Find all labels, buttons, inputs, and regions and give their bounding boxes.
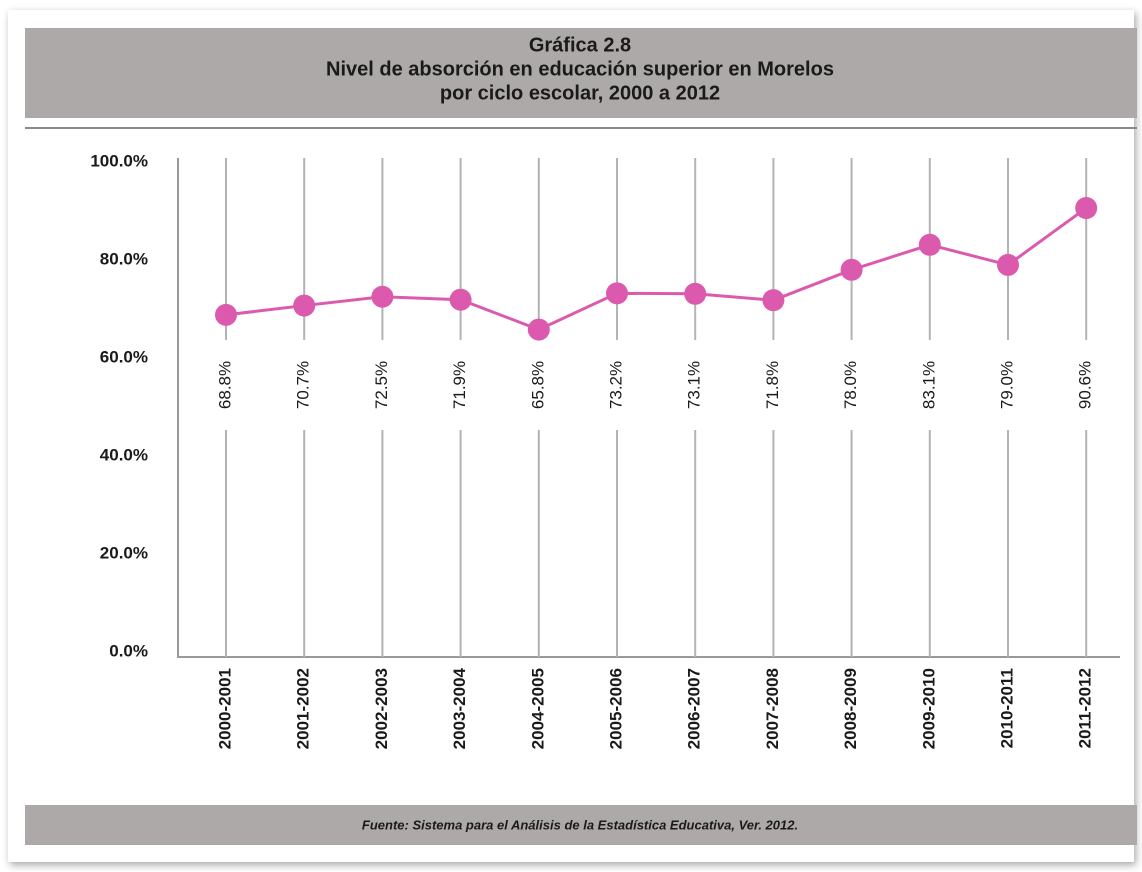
y-tick-label: 40.0% bbox=[100, 445, 148, 464]
x-tick-label: 2005-2006 bbox=[606, 668, 625, 749]
point bbox=[762, 289, 785, 312]
value-label: 72.5% bbox=[372, 361, 391, 409]
chart-title: por ciclo escolar, 2000 a 2012 bbox=[440, 82, 720, 104]
value-label-bg bbox=[605, 340, 629, 430]
value-label-bg bbox=[917, 340, 942, 430]
y-tick-label: 100.0% bbox=[90, 151, 148, 170]
x-tick-label: 2006-2007 bbox=[685, 668, 704, 749]
point bbox=[293, 294, 316, 317]
line bbox=[225, 206, 1088, 332]
x-tick-label: 2010-2011 bbox=[997, 668, 1016, 748]
source: Fuente: Sistema para el Análisis de la E… bbox=[362, 817, 798, 832]
value-label-bg bbox=[448, 340, 473, 430]
point bbox=[918, 233, 941, 256]
value-label-bg bbox=[996, 340, 1020, 430]
value-label-bg bbox=[526, 340, 551, 430]
value-label: 90.6% bbox=[1076, 361, 1095, 409]
chart-title: Nivel de absorción en educación superior… bbox=[326, 58, 834, 80]
x-tick-label: 2011-2012 bbox=[1076, 668, 1095, 748]
value-label-bg bbox=[292, 340, 317, 430]
point bbox=[997, 253, 1019, 276]
point bbox=[527, 318, 550, 341]
x-tick-label: 2009-2010 bbox=[919, 668, 938, 749]
value-label-bg bbox=[1074, 340, 1099, 430]
title-box bbox=[25, 28, 1137, 118]
value-label: 73.1% bbox=[685, 361, 704, 409]
x-tick-label: 2002-2003 bbox=[372, 668, 391, 749]
point bbox=[449, 288, 472, 311]
y-tick-label: 0.0% bbox=[109, 641, 148, 660]
point bbox=[684, 282, 707, 305]
x-tick-label: 2003-2004 bbox=[450, 667, 469, 749]
value-label: 79.0% bbox=[997, 361, 1016, 409]
point bbox=[215, 303, 237, 326]
x-tick-label: 2004-2005 bbox=[528, 668, 547, 749]
value-label-bg bbox=[214, 340, 238, 430]
value-label: 65.8% bbox=[528, 361, 547, 409]
value-label-bg bbox=[839, 340, 864, 430]
card bbox=[8, 10, 1134, 862]
value-label-bg bbox=[761, 340, 786, 430]
y-tick-label: 20.0% bbox=[100, 543, 148, 562]
x-tick-label: 2000-2001 bbox=[215, 668, 234, 749]
chart-title: Gráfica 2.8 bbox=[529, 34, 631, 56]
value-label-bg bbox=[370, 340, 395, 430]
point bbox=[371, 285, 394, 308]
x-tick-label: 2008-2009 bbox=[841, 668, 860, 749]
value-label: 71.9% bbox=[450, 361, 469, 409]
value-label: 73.2% bbox=[606, 361, 625, 409]
point bbox=[840, 258, 863, 281]
value-label: 83.1% bbox=[919, 361, 938, 409]
value-label: 70.7% bbox=[294, 361, 313, 409]
value-label-bg bbox=[683, 340, 708, 430]
y-tick-label: 60.0% bbox=[100, 347, 148, 366]
source-box bbox=[25, 805, 1137, 845]
value-label: 78.0% bbox=[841, 361, 860, 409]
value-label: 68.8% bbox=[215, 361, 234, 409]
x-tick-label: 2001-2002 bbox=[294, 668, 313, 749]
y-tick-label: 80.0% bbox=[100, 249, 148, 268]
x-tick-label: 2007-2008 bbox=[763, 668, 782, 749]
value-label: 71.8% bbox=[763, 361, 782, 409]
point bbox=[1075, 197, 1098, 220]
point bbox=[606, 282, 628, 305]
